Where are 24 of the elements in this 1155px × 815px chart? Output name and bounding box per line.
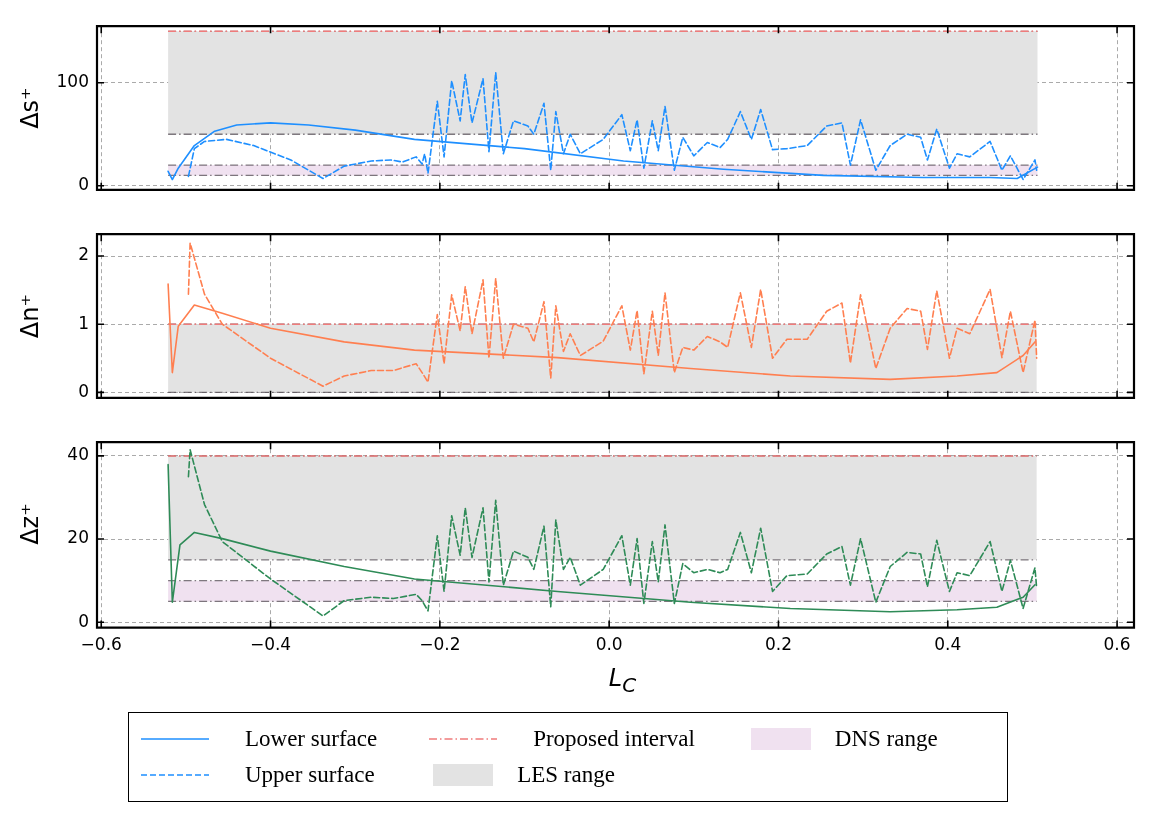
x-tick-label: 0.2: [764, 634, 792, 655]
y-tick-label: 100: [56, 71, 89, 92]
y-axis-title: Δn⁺: [16, 293, 44, 339]
legend-label: LES range: [517, 762, 615, 788]
y-tick-label: 20: [67, 527, 89, 548]
legend-label: Upper surface: [245, 762, 375, 788]
x-tick-label: −0.6: [80, 634, 122, 655]
x-axis-title: L$_{C}$: [607, 664, 638, 698]
legend-label: Proposed interval: [533, 726, 695, 752]
y-axis-title: Δs⁺: [16, 87, 44, 129]
legend-label: Lower surface: [245, 726, 378, 752]
x-tick-label: 0.6: [1103, 634, 1131, 655]
y-axis-title: Δz⁺: [16, 503, 44, 545]
y-tick-label: 2: [78, 244, 89, 265]
y-tick-label: 0: [78, 610, 89, 631]
y-tick-label: 0: [78, 380, 89, 401]
x-tick-label: 0.4: [934, 634, 962, 655]
legend-label: DNS range: [834, 726, 938, 752]
y-tick-label: 40: [67, 444, 89, 465]
y-tick-label: 1: [78, 312, 89, 333]
y-tick-label: 0: [78, 174, 89, 195]
x-tick-label: −0.2: [419, 634, 461, 655]
x-tick-label: −0.4: [249, 634, 292, 655]
x-tick-label: 0.0: [595, 634, 623, 655]
